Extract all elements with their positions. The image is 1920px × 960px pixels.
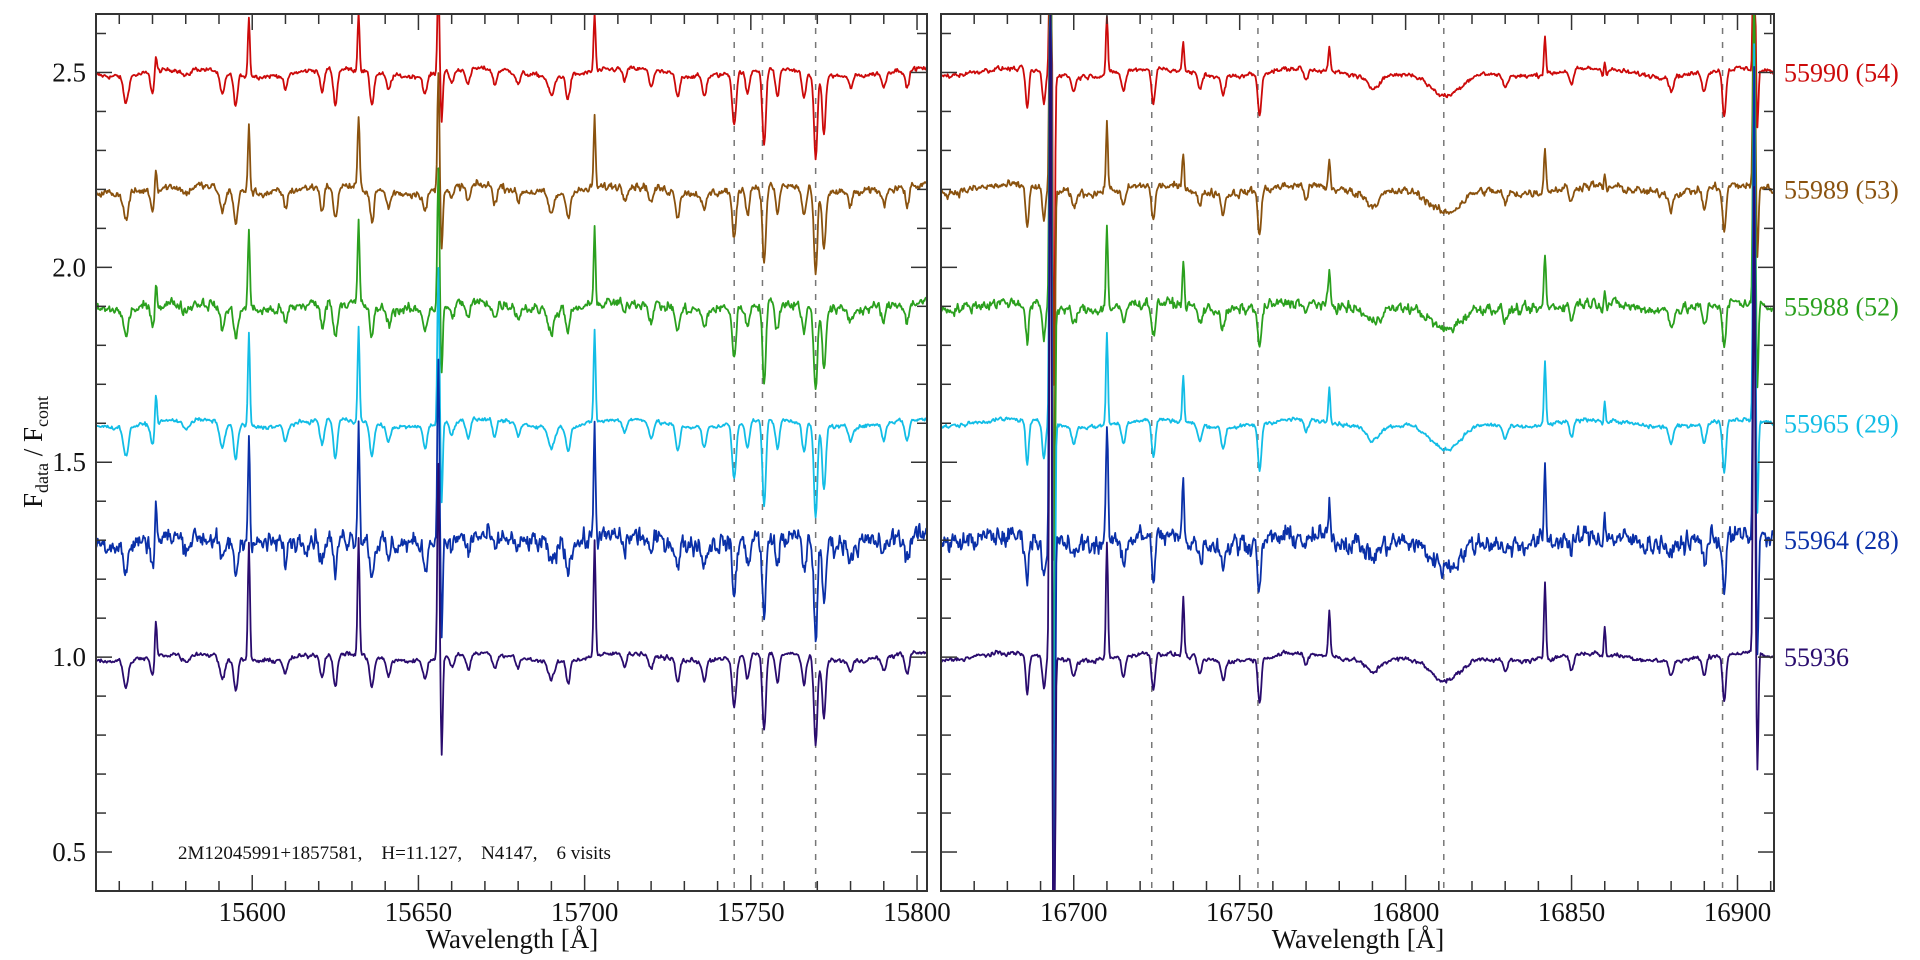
- series-label: 55989 (53): [1784, 175, 1899, 204]
- spectrum-line: [941, 14, 1774, 386]
- annotation: 2M12045991+1857581, H=11.127, N4147, 6 v…: [178, 843, 611, 864]
- spectrum-line: [96, 462, 927, 756]
- spectrum-line: [941, 14, 1774, 561]
- x-tick-label: 16800: [1372, 897, 1440, 927]
- x-tick-label: 16700: [1040, 897, 1108, 927]
- y-tick-label: 1.5: [52, 447, 86, 477]
- spectra: [96, 14, 1774, 891]
- spectrum-line: [96, 358, 927, 643]
- series-label: 55964 (28): [1784, 526, 1899, 555]
- panel-frame: [95, 13, 928, 892]
- x-tick-label: 15600: [218, 897, 286, 927]
- x-tick-label: 16900: [1704, 897, 1772, 927]
- x-axis-label-right: Wavelength [Å]: [1272, 924, 1445, 954]
- spectrum-line: [96, 72, 927, 276]
- spectrum-line: [941, 14, 1774, 744]
- x-tick-label: 16750: [1206, 897, 1274, 927]
- x-tick-label: 15800: [883, 897, 951, 927]
- panel-spectra: [941, 14, 1774, 891]
- x-tick-label: 15650: [385, 897, 453, 927]
- x-tick-label: 15700: [551, 897, 619, 927]
- y-tick-label: 2.5: [52, 57, 86, 87]
- spectrum-line: [96, 267, 927, 519]
- spectrum-line: [941, 14, 1774, 891]
- y-axis-label: Fdata / Fcont: [18, 396, 52, 508]
- panel-frame: [940, 13, 1775, 892]
- series-labels: 55990 (54) 55989 (53) 55988 (52) 55965 (29)…: [1784, 58, 1899, 672]
- x-tick-label: 16850: [1538, 897, 1606, 927]
- reference-lines: [733, 14, 1724, 891]
- x-axis-label-left: Wavelength [Å]: [426, 924, 599, 954]
- axes: 15600 15650 15700 15750 15800 16700 16750 16800…: [52, 13, 1775, 927]
- y-tick-label: 2.0: [52, 252, 86, 282]
- y-tick-label: 0.5: [52, 837, 86, 867]
- panel-spectra: [96, 14, 927, 756]
- y-tick-label: 1.0: [52, 642, 86, 672]
- series-label: 55936: [1784, 643, 1849, 672]
- spectrum-line: [96, 167, 927, 390]
- series-label: 55990 (54): [1784, 58, 1899, 87]
- spectrum-line: [941, 14, 1774, 891]
- spectrum-line: [96, 14, 927, 161]
- spectrum-line: [941, 14, 1774, 891]
- series-label: 55988 (52): [1784, 292, 1899, 321]
- series-label: 55965 (29): [1784, 409, 1899, 438]
- x-tick-label: 15750: [717, 897, 785, 927]
